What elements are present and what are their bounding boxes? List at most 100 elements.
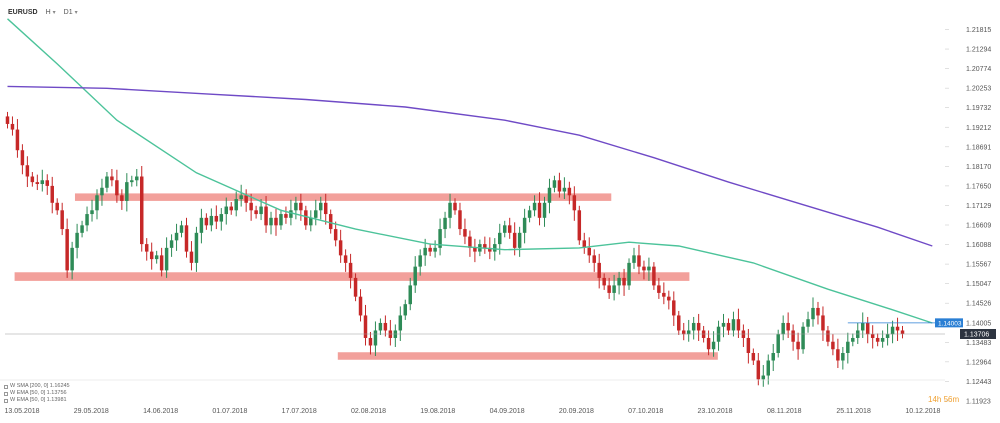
y-tick-label: 1.17129 [966,203,991,210]
candle-body [507,225,512,233]
candle-body [110,176,114,181]
candle-body [711,341,716,350]
x-tick-label: 17.07.2018 [282,408,317,415]
candle-body [473,247,477,252]
candle-body [95,195,99,211]
candle-body [836,349,840,361]
candle-body [100,187,104,196]
candle-body [736,319,741,331]
y-tick-label: 1.11923 [966,398,991,405]
y-tick-label: 1.16088 [966,242,991,249]
candle-body [483,244,487,248]
candle-body [353,277,358,297]
ma-line [7,18,933,324]
y-tick-label: 1.16609 [966,223,991,230]
candle-body [154,255,159,260]
candle-body [821,315,825,331]
candle-body [45,180,50,186]
candle-body [880,337,885,342]
candle-body [189,251,194,263]
candle-body [55,202,59,211]
candle-body [672,300,676,316]
ma-line [7,85,933,247]
indicator-dropdown[interactable]: H ▾ [46,9,56,16]
candle-body [642,266,646,271]
candle-body [60,210,64,230]
candle-body [229,206,233,211]
candle-body [348,262,353,278]
legend-item: W EMA [50, 0] 1.13981 [4,397,70,404]
legend-checkbox[interactable] [4,384,8,389]
chart-toolbar: EURUSD H ▾ D1 ▾ [8,5,78,19]
candle-body [756,360,761,380]
candle-body [686,330,691,335]
candle-body [552,180,557,188]
x-tick-label: 13.05.2018 [4,408,39,415]
y-tick-label: 1.14526 [966,301,991,308]
legend-checkbox[interactable] [4,398,8,403]
candle-body [125,182,129,201]
candle-body [169,240,174,248]
candle-body [428,247,432,252]
x-tick-label: 07.10.2018 [628,408,663,415]
candle-body [841,352,845,361]
candle-body [269,217,273,226]
candle-body [870,334,875,338]
candle-body [40,180,45,185]
legend-checkbox[interactable] [4,391,8,396]
candle-body [174,232,179,241]
candle-body [761,375,766,380]
candle-body [319,202,323,211]
candle-body [164,247,169,271]
candle-body [294,202,298,211]
candle-body [378,322,383,331]
candle-body [731,319,736,331]
y-tick-label: 1.12964 [966,359,991,366]
candle-body [264,206,268,226]
candle-body [493,244,497,252]
y-tick-label: 1.21294 [966,47,991,54]
timeframe-dropdown[interactable]: D1 ▾ [64,9,78,16]
candle-body [781,322,785,335]
candle-body [875,337,880,342]
candle-body [309,217,313,226]
candle-body [105,176,109,188]
indicator-legend: W SMA [200, 0] 1.16245 W EMA [50, 0] 1.1… [4,383,70,404]
candle-body [577,210,582,241]
candle-body [652,266,656,286]
indicator-label: H [45,8,51,16]
symbol-label[interactable]: EURUSD [8,8,38,16]
y-tick-label: 1.13483 [966,340,991,347]
candle-body [194,232,199,263]
x-tick-label: 23.10.2018 [697,408,732,415]
candle-body [65,229,69,271]
y-tick-label: 1.18691 [966,144,991,151]
candle-body [612,285,616,293]
candle-body [721,322,726,327]
candle-body [70,247,74,271]
legend-item: W SMA [200, 0] 1.16245 [4,383,70,390]
candle-body [130,180,134,183]
candle-body [30,176,35,183]
x-tick-label: 01.07.2018 [212,408,247,415]
candle-body [791,330,795,342]
chevron-down-icon: ▾ [74,9,78,16]
candle-body [657,285,661,293]
candle-body [632,255,636,263]
candle-body [363,315,368,338]
candle-body [254,210,258,215]
candle-body [801,326,805,350]
candle-body [373,330,378,346]
candle-body [289,210,293,218]
candle-body [677,315,681,331]
candle-body [617,277,621,286]
candle-body [448,202,452,218]
candle-body [607,285,611,293]
candle-body [403,304,408,316]
candle-body [667,296,671,301]
candle-body [115,180,119,196]
candle-body [468,236,472,248]
candle-body [517,232,522,248]
candle-body [647,266,651,271]
